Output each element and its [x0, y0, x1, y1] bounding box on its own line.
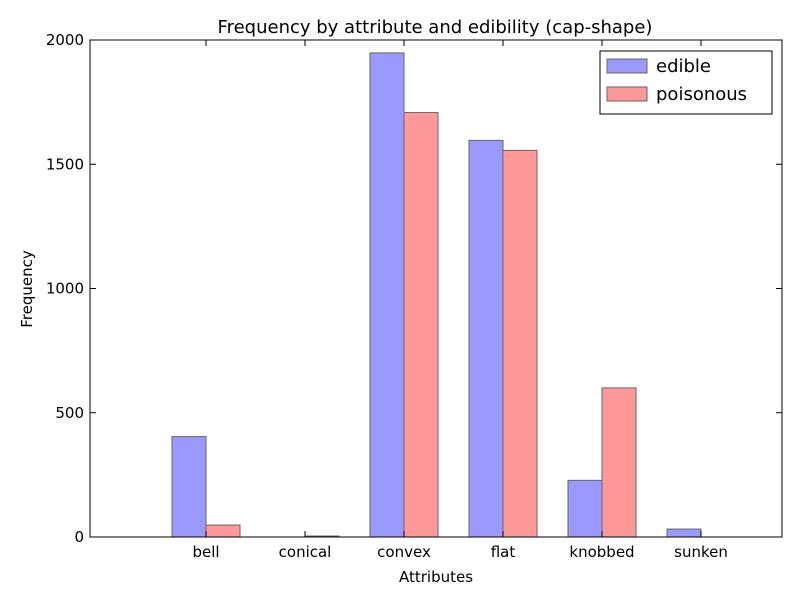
y-tick-label: 0 — [74, 528, 84, 546]
legend-swatch-edible — [606, 58, 648, 74]
bar-poisonous-bell — [205, 524, 241, 538]
y-axis-label: Frequency — [18, 250, 36, 328]
y-tick-label: 1000 — [46, 280, 84, 298]
x-tick-label-flat: flat — [491, 543, 516, 561]
legend-swatch-poisonous — [606, 86, 648, 102]
y-axis: 0 500 1000 1500 2000 — [46, 31, 782, 546]
bar-edible-convex — [369, 52, 405, 538]
bars-layer — [171, 52, 702, 538]
y-tick-label: 1500 — [46, 155, 84, 173]
bar-edible-sunken — [666, 528, 702, 538]
bar-poisonous-flat — [502, 149, 538, 538]
y-tick-label: 2000 — [46, 31, 84, 49]
x-tick-label-knobbed: knobbed — [569, 543, 634, 561]
x-tick-label-conical: conical — [279, 543, 332, 561]
legend: edible poisonous — [599, 50, 773, 115]
bar-poisonous-convex — [403, 112, 439, 538]
bar-poisonous-knobbed — [601, 387, 637, 538]
bar-edible-flat — [468, 139, 504, 538]
chart-title: Frequency by attribute and edibility (ca… — [218, 17, 653, 38]
bar-edible-bell — [171, 436, 207, 538]
legend-label-poisonous: poisonous — [656, 84, 747, 105]
x-tick-label-bell: bell — [192, 543, 219, 561]
x-axis: bell conical convex flat knobbed sunken — [192, 40, 728, 561]
x-tick-label-sunken: sunken — [674, 543, 728, 561]
x-axis-label: Attributes — [399, 568, 473, 586]
y-tick-label: 500 — [55, 404, 84, 422]
x-tick-label-convex: convex — [377, 543, 431, 561]
legend-label-edible: edible — [656, 56, 711, 77]
bar-edible-knobbed — [567, 479, 603, 538]
